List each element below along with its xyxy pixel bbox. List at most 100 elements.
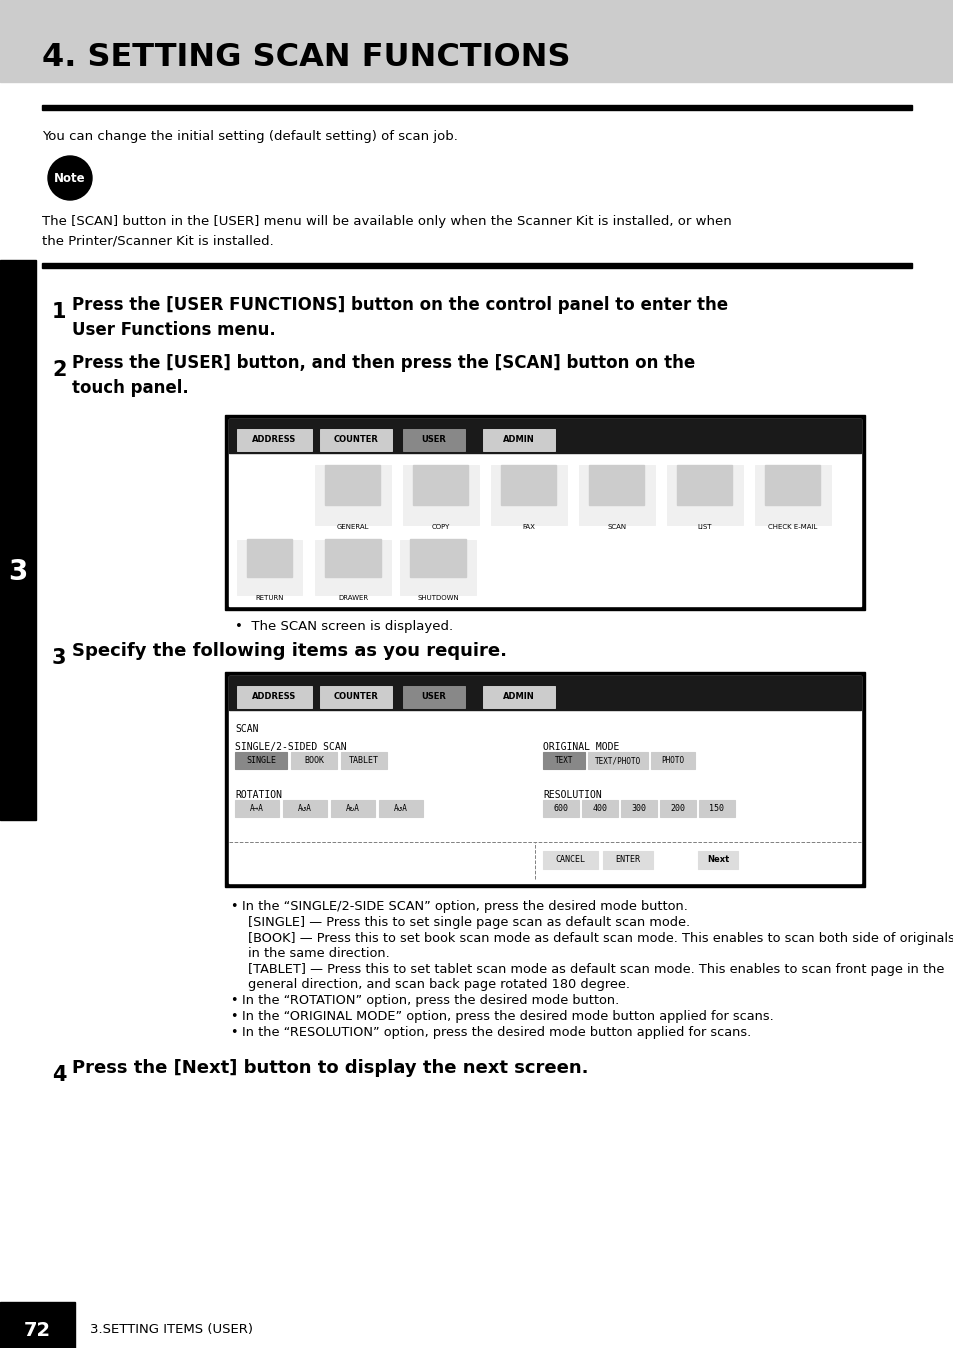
Text: CHECK E-MAIL: CHECK E-MAIL xyxy=(767,524,817,530)
Bar xyxy=(319,686,392,708)
Bar xyxy=(650,752,695,768)
Text: FAX: FAX xyxy=(522,524,535,530)
Bar xyxy=(247,539,292,577)
Text: Note: Note xyxy=(54,171,86,185)
Text: SHUTDOWN: SHUTDOWN xyxy=(416,594,458,601)
Text: TABLET: TABLET xyxy=(349,756,378,766)
Bar xyxy=(491,465,566,524)
Text: •: • xyxy=(230,993,237,1007)
Text: Press the [Next] button to display the next screen.: Press the [Next] button to display the n… xyxy=(71,1060,588,1077)
Text: 150: 150 xyxy=(709,805,723,813)
Bar xyxy=(234,799,278,817)
Text: ROTATION: ROTATION xyxy=(234,790,282,799)
Text: COUNTER: COUNTER xyxy=(334,435,378,445)
Text: SCAN: SCAN xyxy=(234,724,258,735)
Bar xyxy=(236,541,302,594)
Text: CANCEL: CANCEL xyxy=(555,856,585,864)
Bar xyxy=(659,799,696,817)
Text: 1: 1 xyxy=(52,302,67,322)
Text: The [SCAN] button in the [USER] menu will be available only when the Scanner Kit: The [SCAN] button in the [USER] menu wil… xyxy=(42,214,731,247)
Text: DRAWER: DRAWER xyxy=(337,594,368,601)
Bar xyxy=(542,851,598,869)
Text: 3: 3 xyxy=(52,648,67,669)
Bar xyxy=(229,675,861,883)
Bar xyxy=(410,539,465,577)
Text: You can change the initial setting (default setting) of scan job.: You can change the initial setting (defa… xyxy=(42,129,457,143)
Bar xyxy=(402,465,478,524)
Bar xyxy=(229,419,861,607)
Bar xyxy=(0,260,36,820)
Text: 400: 400 xyxy=(592,805,607,813)
Text: In the “ORIGINAL MODE” option, press the desired mode button applied for scans.: In the “ORIGINAL MODE” option, press the… xyxy=(242,1010,773,1023)
Bar xyxy=(225,673,864,887)
Bar xyxy=(42,105,911,111)
Bar xyxy=(314,541,391,594)
Text: RESOLUTION: RESOLUTION xyxy=(542,790,601,799)
Text: 200: 200 xyxy=(670,805,685,813)
Text: LIST: LIST xyxy=(697,524,712,530)
Text: A↺A: A↺A xyxy=(394,805,408,813)
Text: A↺A: A↺A xyxy=(297,805,312,813)
Bar xyxy=(764,465,820,506)
Bar xyxy=(229,675,861,710)
Text: In the “SINGLE/2-SIDE SCAN” option, press the desired mode button.: In the “SINGLE/2-SIDE SCAN” option, pres… xyxy=(242,900,687,913)
Text: SINGLE: SINGLE xyxy=(246,756,275,766)
Bar xyxy=(234,752,287,768)
Text: 4. SETTING SCAN FUNCTIONS: 4. SETTING SCAN FUNCTIONS xyxy=(42,43,570,74)
Text: Press the [USER FUNCTIONS] button on the control panel to enter the
User Functio: Press the [USER FUNCTIONS] button on the… xyxy=(71,297,727,338)
Bar xyxy=(413,465,468,506)
Bar xyxy=(581,799,618,817)
Text: 300: 300 xyxy=(631,805,646,813)
Text: TEXT: TEXT xyxy=(554,756,573,766)
Bar xyxy=(542,799,578,817)
Text: Specify the following items as you require.: Specify the following items as you requi… xyxy=(71,642,506,661)
Text: ADDRESS: ADDRESS xyxy=(253,693,296,701)
Text: [TABLET] — Press this to set tablet scan mode as default scan mode. This enables: [TABLET] — Press this to set tablet scan… xyxy=(248,962,943,976)
Text: [SINGLE] — Press this to set single page scan as default scan mode.: [SINGLE] — Press this to set single page… xyxy=(248,917,689,929)
Text: A↻A: A↻A xyxy=(346,805,359,813)
Bar xyxy=(677,465,731,506)
Bar xyxy=(331,799,375,817)
Bar xyxy=(587,752,647,768)
Text: RETURN: RETURN xyxy=(255,594,283,601)
Text: TEXT/PHOTO: TEXT/PHOTO xyxy=(595,756,640,766)
Text: 3: 3 xyxy=(9,558,28,586)
Text: In the “ROTATION” option, press the desired mode button.: In the “ROTATION” option, press the desi… xyxy=(242,993,618,1007)
Text: Next: Next xyxy=(706,856,728,864)
Text: SCAN: SCAN xyxy=(607,524,626,530)
Bar xyxy=(236,429,312,452)
Text: 3.SETTING ITEMS (USER): 3.SETTING ITEMS (USER) xyxy=(90,1324,253,1336)
Bar xyxy=(283,799,327,817)
Text: A→A: A→A xyxy=(250,805,264,813)
Text: •: • xyxy=(230,1026,237,1039)
Bar xyxy=(698,851,738,869)
Bar xyxy=(602,851,652,869)
Bar xyxy=(236,686,312,708)
Bar xyxy=(482,686,555,708)
Text: •  The SCAN screen is displayed.: • The SCAN screen is displayed. xyxy=(234,620,453,634)
Bar xyxy=(666,465,742,524)
Text: USER: USER xyxy=(421,693,446,701)
Text: Press the [USER] button, and then press the [SCAN] button on the
touch panel.: Press the [USER] button, and then press … xyxy=(71,355,695,398)
Text: BOOK: BOOK xyxy=(304,756,324,766)
Bar xyxy=(314,465,391,524)
Bar xyxy=(340,752,387,768)
Text: 2: 2 xyxy=(52,360,67,380)
Bar xyxy=(578,465,655,524)
Text: 4: 4 xyxy=(52,1065,67,1085)
Text: COPY: COPY xyxy=(432,524,450,530)
Text: COUNTER: COUNTER xyxy=(334,693,378,701)
Bar xyxy=(402,686,464,708)
Bar xyxy=(0,0,953,82)
Text: USER: USER xyxy=(421,435,446,445)
Circle shape xyxy=(48,156,91,200)
Bar xyxy=(0,1302,75,1348)
Bar xyxy=(325,465,379,506)
Text: •: • xyxy=(230,900,237,913)
Bar xyxy=(402,429,464,452)
Text: GENERAL: GENERAL xyxy=(336,524,369,530)
Bar xyxy=(482,429,555,452)
Text: 72: 72 xyxy=(24,1321,51,1340)
Bar xyxy=(325,539,380,577)
Bar xyxy=(699,799,734,817)
